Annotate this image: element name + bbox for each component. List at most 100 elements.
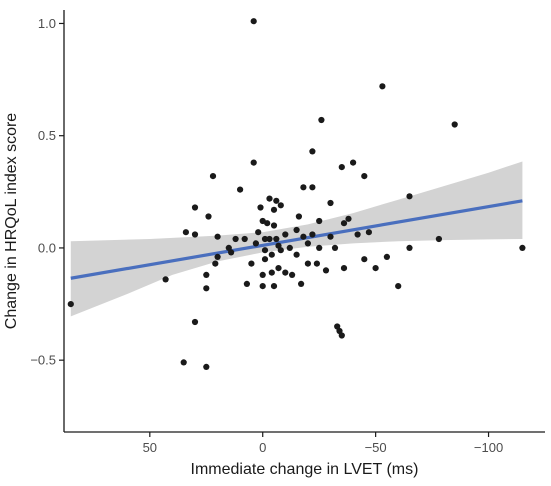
data-point xyxy=(270,206,278,213)
data-point xyxy=(270,283,278,290)
data-point xyxy=(273,235,280,243)
data-point xyxy=(304,260,311,267)
data-point xyxy=(250,159,257,166)
y-tick-label: 0.5 xyxy=(38,128,56,143)
data-point xyxy=(266,195,273,202)
data-point xyxy=(318,116,325,124)
data-point xyxy=(268,251,275,258)
data-point xyxy=(191,231,199,238)
data-point xyxy=(365,229,372,236)
data-point xyxy=(268,269,275,276)
data-point xyxy=(350,159,357,166)
data-point xyxy=(327,199,334,207)
data-point xyxy=(205,213,212,220)
data-point xyxy=(372,265,379,272)
data-point xyxy=(313,260,320,267)
data-point xyxy=(519,244,526,251)
data-point xyxy=(361,173,368,180)
data-point xyxy=(309,184,316,191)
data-point xyxy=(214,253,221,260)
axes-layer xyxy=(63,10,545,433)
data-point xyxy=(273,197,280,204)
data-point xyxy=(241,235,248,243)
data-point xyxy=(282,231,289,238)
data-point xyxy=(331,244,339,251)
data-point xyxy=(300,184,307,191)
data-point xyxy=(243,280,250,287)
data-point xyxy=(304,240,311,247)
fit-line-layer xyxy=(70,199,523,280)
data-point xyxy=(237,186,244,193)
data-point xyxy=(203,285,210,292)
data-point xyxy=(261,247,269,254)
data-point xyxy=(275,265,282,272)
data-point xyxy=(451,121,458,128)
data-point xyxy=(293,226,300,234)
data-point xyxy=(340,220,348,227)
y-tick-label: 1.0 xyxy=(38,16,56,31)
data-points-layer xyxy=(67,18,526,370)
data-point xyxy=(255,229,262,236)
x-axis-title: Immediate change in LVET (ms) xyxy=(191,461,419,478)
data-point xyxy=(248,260,255,267)
data-point xyxy=(259,283,266,290)
data-point xyxy=(435,235,442,243)
data-point xyxy=(270,222,278,229)
data-point xyxy=(264,220,271,227)
data-point xyxy=(345,215,352,222)
data-point xyxy=(212,260,219,267)
data-point xyxy=(67,301,74,308)
data-point xyxy=(250,18,257,25)
data-point xyxy=(277,202,284,209)
data-point xyxy=(298,280,305,287)
data-point xyxy=(182,229,189,236)
data-point xyxy=(322,267,330,274)
data-point xyxy=(286,244,293,251)
data-point xyxy=(209,173,217,180)
x-tick-label: −50 xyxy=(365,440,387,455)
data-point xyxy=(406,244,413,251)
y-tick-label: 0.0 xyxy=(38,240,56,255)
data-point xyxy=(354,231,361,238)
data-point xyxy=(293,251,300,258)
data-point xyxy=(327,233,334,240)
data-point xyxy=(309,231,316,238)
ticks-layer: −0.5 0.0 0.5 1.0 50 0 −50 −100 xyxy=(30,16,503,455)
y-tick-label: −0.5 xyxy=(30,353,56,368)
data-point xyxy=(257,204,264,211)
data-point xyxy=(316,217,323,225)
data-point xyxy=(252,240,259,247)
data-point xyxy=(180,359,187,366)
x-tick-label: 50 xyxy=(143,440,157,455)
data-point xyxy=(316,244,323,251)
data-point xyxy=(266,235,273,243)
data-point xyxy=(203,271,210,278)
data-point xyxy=(295,213,302,220)
data-point xyxy=(383,253,390,260)
data-point xyxy=(191,204,199,211)
data-point xyxy=(309,148,316,155)
x-tick-label: 0 xyxy=(259,440,266,455)
data-point xyxy=(228,249,235,256)
data-point xyxy=(162,276,169,283)
data-point xyxy=(214,233,221,240)
data-point xyxy=(361,256,368,263)
data-point xyxy=(379,83,386,90)
data-point xyxy=(340,265,348,272)
data-point xyxy=(261,235,269,243)
data-point xyxy=(338,164,345,171)
data-point xyxy=(338,332,345,339)
y-axis-title: Change in HRQoL index score xyxy=(3,113,20,330)
data-point xyxy=(395,283,402,290)
data-point xyxy=(289,271,296,278)
data-point xyxy=(300,233,307,240)
data-point xyxy=(232,235,239,243)
data-point xyxy=(277,247,284,254)
data-point xyxy=(259,271,266,278)
data-point xyxy=(261,256,269,263)
fit-line xyxy=(70,199,523,280)
data-point xyxy=(191,318,199,326)
x-tick-label: −100 xyxy=(474,440,503,455)
data-point xyxy=(406,193,413,200)
